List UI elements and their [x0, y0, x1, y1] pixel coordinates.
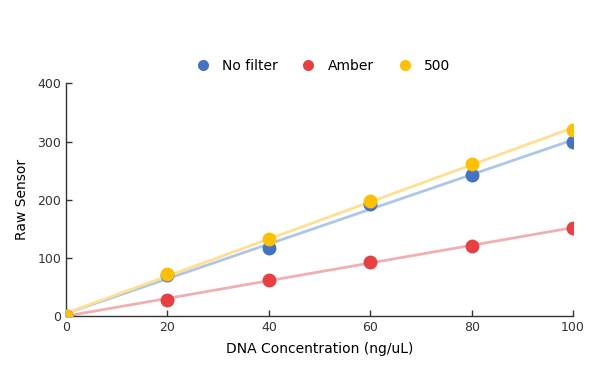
Point [467, 161, 476, 167]
Point [264, 277, 274, 283]
Point [163, 272, 172, 278]
Point [568, 138, 578, 144]
X-axis label: DNA Concentration (ng/uL): DNA Concentration (ng/uL) [226, 342, 413, 356]
Point [568, 224, 578, 230]
Legend: No filter, Amber, 500: No filter, Amber, 500 [183, 53, 456, 78]
Point [163, 296, 172, 302]
Point [568, 127, 578, 133]
Point [264, 245, 274, 251]
Point [163, 271, 172, 277]
Point [61, 313, 71, 319]
Point [365, 201, 375, 207]
Point [365, 198, 375, 204]
Point [467, 243, 476, 249]
Point [61, 313, 71, 319]
Point [264, 236, 274, 242]
Point [61, 313, 71, 319]
Y-axis label: Raw Sensor: Raw Sensor [15, 159, 29, 240]
Point [365, 259, 375, 265]
Point [467, 172, 476, 178]
